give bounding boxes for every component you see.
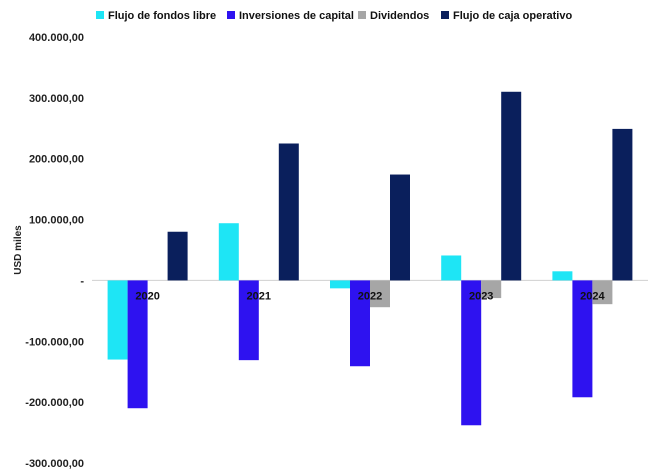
bar-dividendos-2024: [592, 280, 613, 305]
bar-flujo-de-caja-operativo-2023: [501, 91, 522, 281]
bar-flujo-de-fondos-libre-2024: [552, 271, 573, 281]
y-tick-label: 300.000,00: [29, 93, 84, 105]
legend-swatch: [227, 11, 235, 19]
y-tick-label: 400.000,00: [29, 32, 84, 44]
category-label: 2022: [358, 290, 382, 302]
legend-label: Flujo de fondos libre: [108, 10, 216, 22]
bar-dividendos-2023: [481, 280, 502, 299]
bar-flujo-de-fondos-libre-2022: [330, 280, 350, 289]
y-tick-label: -300.000,00: [25, 458, 84, 470]
bar-flujo-de-fondos-libre-2021: [218, 223, 239, 281]
bar-inversiones-de-capital-2020: [127, 280, 148, 409]
legend-label: Inversiones de capital: [239, 10, 354, 22]
category-label: 2021: [247, 290, 271, 302]
bar-inversiones-de-capital-2023: [461, 280, 482, 426]
y-tick-label: -100.000,00: [25, 336, 84, 348]
bar-flujo-de-fondos-libre-2020: [107, 280, 128, 360]
bar-flujo-de-caja-operativo-2024: [612, 128, 633, 281]
bars: [107, 91, 633, 426]
bar-inversiones-de-capital-2021: [238, 280, 259, 361]
legend-swatch: [96, 11, 104, 19]
legend-label: Dividendos: [370, 10, 429, 22]
bar-dividendos-2022: [370, 280, 390, 308]
y-tick-label: 200.000,00: [29, 154, 84, 166]
category-labels: 2020 2021 2022 2023 2024: [135, 290, 605, 302]
y-tick-label: -200.000,00: [25, 397, 84, 409]
y-tick-label: -: [80, 275, 84, 287]
bar-flujo-de-caja-operativo-2022: [390, 174, 410, 281]
bar-flujo-de-caja-operativo-2021: [278, 143, 299, 281]
category-label: 2023: [469, 290, 493, 302]
bar-inversiones-de-capital-2024: [572, 280, 593, 398]
legend: Flujo de fondos libre Inversiones de capi…: [96, 10, 572, 22]
bar-inversiones-de-capital-2022: [350, 280, 370, 367]
legend-swatch: [441, 11, 449, 19]
category-label: 2020: [135, 290, 159, 302]
y-axis-label: USD miles: [13, 225, 24, 275]
y-tick-label: 100.000,00: [29, 215, 84, 227]
bar-flujo-de-fondos-libre-2023: [441, 255, 462, 281]
category-label: 2024: [580, 290, 605, 302]
legend-swatch: [358, 11, 366, 19]
bar-flujo-de-caja-operativo-2020: [167, 231, 188, 281]
legend-label: Flujo de caja operativo: [453, 10, 572, 22]
y-axis-ticks: 400.000,00 300.000,00 200.000,00 100.000,00…: [25, 32, 84, 470]
